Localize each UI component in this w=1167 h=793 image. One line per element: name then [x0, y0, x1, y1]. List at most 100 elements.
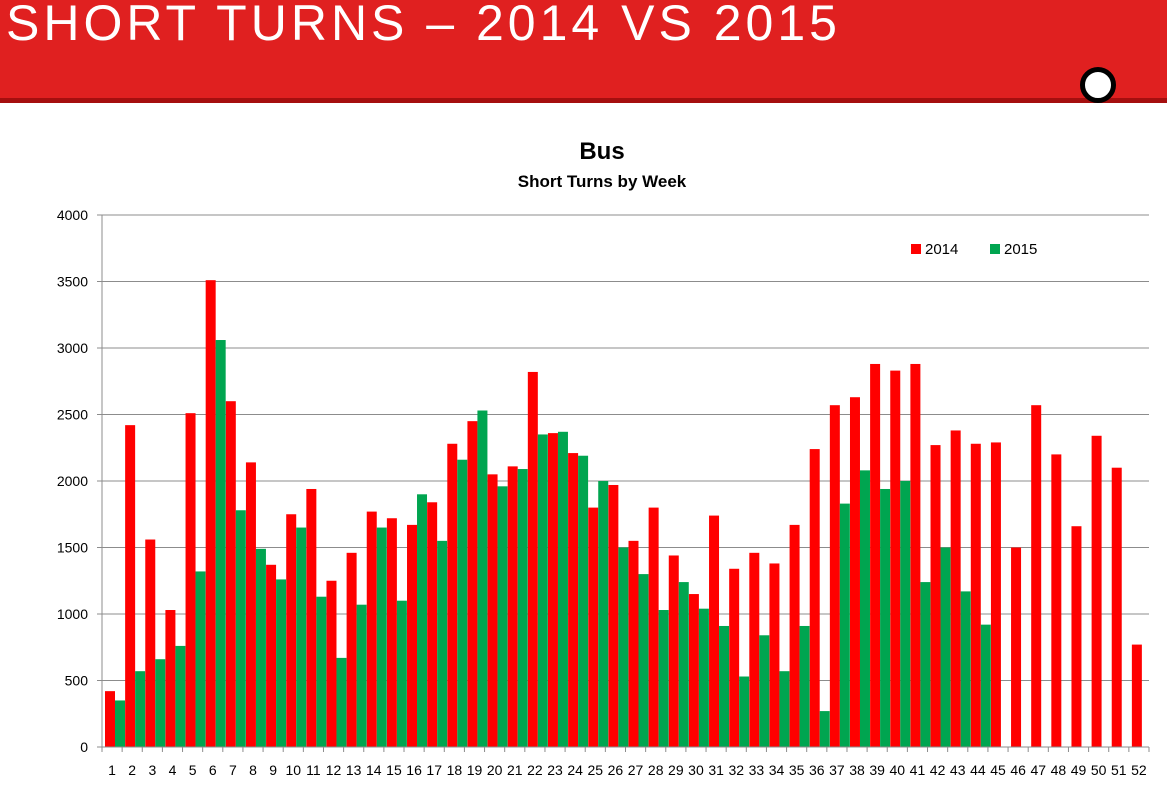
x-tick-label: 2: [128, 762, 136, 778]
bar-2014-week-39: [870, 363, 881, 747]
bar-2014-week-27: [628, 540, 639, 747]
bar-2015-week-27: [638, 574, 649, 747]
bar-2014-week-5: [185, 413, 196, 747]
bar-2015-week-17: [437, 540, 448, 747]
bar-2015-week-34: [779, 671, 790, 747]
bar-2014-week-10: [286, 514, 297, 747]
bar-2014-week-13: [346, 552, 357, 747]
legend: 2014 2015: [911, 241, 1037, 258]
bar-2015-week-11: [316, 596, 327, 747]
bar-2014-week-19: [467, 421, 478, 747]
bar-2014-week-6: [205, 280, 216, 747]
x-tick-label: 27: [628, 762, 644, 778]
bar-2014-week-35: [789, 524, 800, 747]
bar-2015-week-2: [135, 671, 146, 747]
axes: [97, 214, 1149, 748]
x-tick-label: 43: [950, 762, 966, 778]
legend-label-2015: 2015: [1004, 241, 1037, 258]
bar-2014-week-25: [588, 507, 599, 747]
x-tick-label: 24: [567, 762, 583, 778]
bar-2014-week-17: [427, 502, 438, 747]
x-tick-label: 45: [990, 762, 1006, 778]
x-tick-label: 15: [386, 762, 402, 778]
page-title: SHORT TURNS – 2014 VS 2015: [6, 0, 841, 51]
bar-2015-week-37: [839, 503, 850, 747]
x-tick-label: 33: [749, 762, 765, 778]
bar-2015-week-24: [578, 455, 589, 747]
x-tick-label: 46: [1010, 762, 1026, 778]
y-tick-label: 2000: [57, 473, 88, 489]
bar-2014-week-48: [1051, 454, 1062, 747]
bar-2015-week-12: [336, 657, 347, 747]
bar-2015-week-22: [537, 434, 548, 747]
bar-2014-week-40: [890, 370, 901, 747]
bar-2014-week-11: [306, 488, 317, 747]
bar-2015-week-19: [477, 410, 488, 747]
bar-2015-week-44: [980, 624, 991, 747]
x-tick-label: 21: [507, 762, 523, 778]
y-tick-label: 3000: [57, 340, 88, 356]
bar-2015-week-31: [719, 625, 730, 747]
x-tick-label: 31: [708, 762, 724, 778]
bar-2015-week-42: [940, 547, 951, 747]
bar-2015-week-9: [276, 579, 287, 747]
bar-2015-week-18: [457, 459, 468, 747]
bar-2015-week-13: [356, 604, 367, 747]
bar-2014-week-23: [547, 433, 558, 747]
x-tick-label: 32: [728, 762, 744, 778]
bar-2015-week-10: [296, 527, 307, 747]
x-axis-ticks: 1 2 3 4 5 6 7 8 9 10 11 12 13 14 15 16 17 18 19 20 21 22 23 24 2…: [101, 747, 1150, 778]
bar-2014-week-8: [245, 462, 256, 747]
x-tick-label: 5: [189, 762, 197, 778]
bar-2014-week-7: [225, 401, 236, 747]
bar-2015-week-29: [678, 582, 689, 747]
bar-2015-week-7: [235, 510, 246, 747]
bar-2015-week-41: [920, 582, 931, 747]
bar-2015-week-35: [799, 625, 810, 747]
x-tick-label: 17: [426, 762, 442, 778]
x-tick-label: 1: [108, 762, 116, 778]
y-tick-label: 500: [65, 673, 89, 689]
x-tick-label: 34: [769, 762, 785, 778]
x-tick-label: 8: [249, 762, 257, 778]
bar-2014-week-1: [105, 691, 115, 747]
x-tick-label: 50: [1091, 762, 1107, 778]
bar-2014-week-46: [1011, 547, 1022, 747]
y-tick-label: 2500: [57, 407, 88, 423]
bar-2014-week-12: [326, 580, 337, 747]
x-tick-label: 41: [910, 762, 926, 778]
bar-2015-week-40: [900, 481, 911, 747]
x-tick-label: 20: [487, 762, 503, 778]
bar-2014-week-15: [386, 518, 397, 747]
bar-2015-week-6: [215, 340, 226, 747]
bar-2014-week-32: [729, 568, 740, 747]
y-axis-ticks: 0 500 1000 1500 2000 2500 3000 3500 4000: [57, 207, 88, 755]
bar-2015-week-5: [195, 571, 206, 747]
bars: [105, 280, 1142, 747]
bar-2015-week-25: [598, 481, 609, 747]
x-tick-label: 12: [326, 762, 342, 778]
x-tick-label: 38: [849, 762, 865, 778]
legend-swatch-2015: [990, 244, 1000, 254]
x-tick-label: 23: [547, 762, 563, 778]
bar-2015-week-8: [255, 548, 266, 747]
bar-2015-week-30: [698, 608, 709, 747]
bar-2014-week-42: [930, 445, 941, 747]
x-tick-label: 4: [169, 762, 177, 778]
bar-2014-week-37: [829, 405, 840, 747]
bar-2014-week-38: [849, 397, 860, 747]
header-divider: [0, 98, 1167, 103]
chart-subtitle: Short Turns by Week: [518, 172, 687, 191]
x-tick-label: 16: [406, 762, 422, 778]
bar-2014-week-29: [668, 555, 679, 747]
bar-2014-week-22: [527, 371, 538, 747]
bar-2014-week-52: [1131, 644, 1142, 747]
x-tick-label: 36: [809, 762, 825, 778]
bar-2014-week-26: [608, 484, 619, 747]
chart-title: Bus: [579, 138, 624, 165]
x-tick-label: 11: [306, 762, 321, 778]
bar-2014-week-31: [709, 515, 720, 747]
bar-2014-week-50: [1091, 435, 1102, 747]
legend-swatch-2014: [911, 244, 921, 254]
